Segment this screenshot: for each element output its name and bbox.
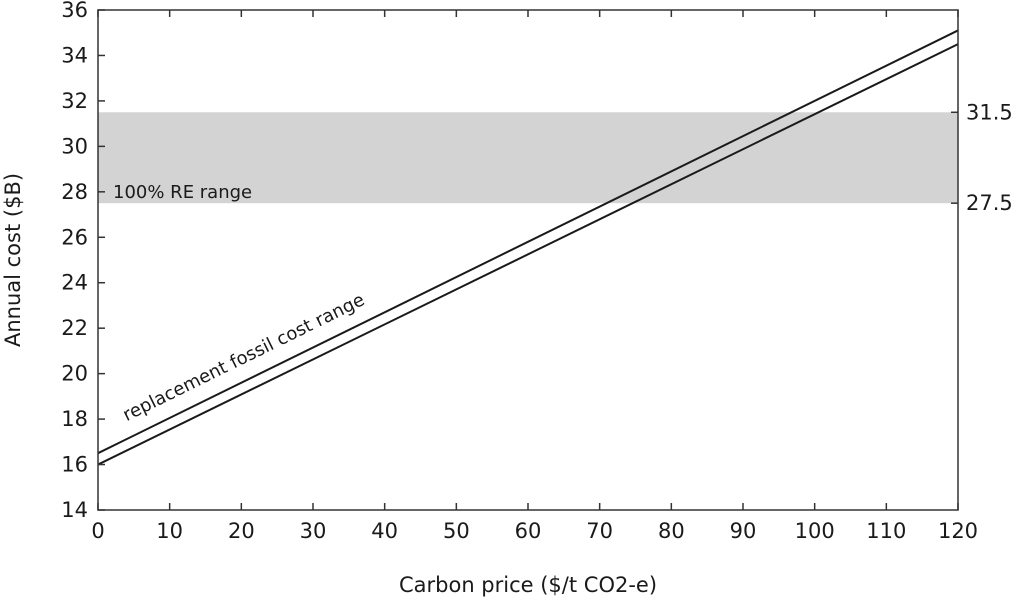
- x-tick-label: 100: [795, 519, 835, 543]
- x-tick-label: 80: [658, 519, 685, 543]
- x-tick-label: 0: [91, 519, 104, 543]
- y-tick-label: 36: [61, 0, 88, 22]
- y-tick-label: 22: [61, 316, 88, 340]
- y-tick-label: 26: [61, 225, 88, 249]
- x-tick-label: 90: [730, 519, 757, 543]
- band-high-label: 31.5: [966, 100, 1013, 124]
- y-tick-label: 16: [61, 453, 88, 477]
- x-tick-label: 60: [515, 519, 542, 543]
- x-axis-title: Carbon price ($/t CO2-e): [399, 573, 657, 597]
- x-tick-label: 10: [156, 519, 183, 543]
- y-axis: 14 16 18 20 22 24 26 28 30 32 34 36: [61, 0, 958, 522]
- x-tick-label: 40: [371, 519, 398, 543]
- y-tick-label: 20: [61, 362, 88, 386]
- re-range-band: [98, 112, 958, 204]
- band-low-label: 27.5: [966, 191, 1013, 215]
- series-line-1: [97, 29, 959, 455]
- y-tick-label: 28: [61, 180, 88, 204]
- plot-background: [98, 10, 958, 510]
- y-axis-title: Annual cost ($B): [1, 173, 25, 347]
- x-axis: 0 10 20 30 40 50 60 70 80 90 100 110 120: [91, 10, 978, 543]
- x-tick-label: 70: [586, 519, 613, 543]
- x-tick-label: 20: [228, 519, 255, 543]
- x-tick-label: 30: [300, 519, 327, 543]
- y-tick-label: 14: [61, 498, 88, 522]
- y-tick-label: 24: [61, 271, 88, 295]
- re-range-label: 100% RE range: [113, 182, 252, 203]
- series-layer: [97, 29, 959, 466]
- x-tick-label: 50: [443, 519, 470, 543]
- y-tick-label: 32: [61, 89, 88, 113]
- x-tick-label: 120: [938, 519, 978, 543]
- y-tick-label: 18: [61, 407, 88, 431]
- y-tick-label: 34: [61, 43, 88, 67]
- y-tick-label: 30: [61, 134, 88, 158]
- series-line-2: [97, 43, 959, 466]
- x-tick-label: 110: [866, 519, 906, 543]
